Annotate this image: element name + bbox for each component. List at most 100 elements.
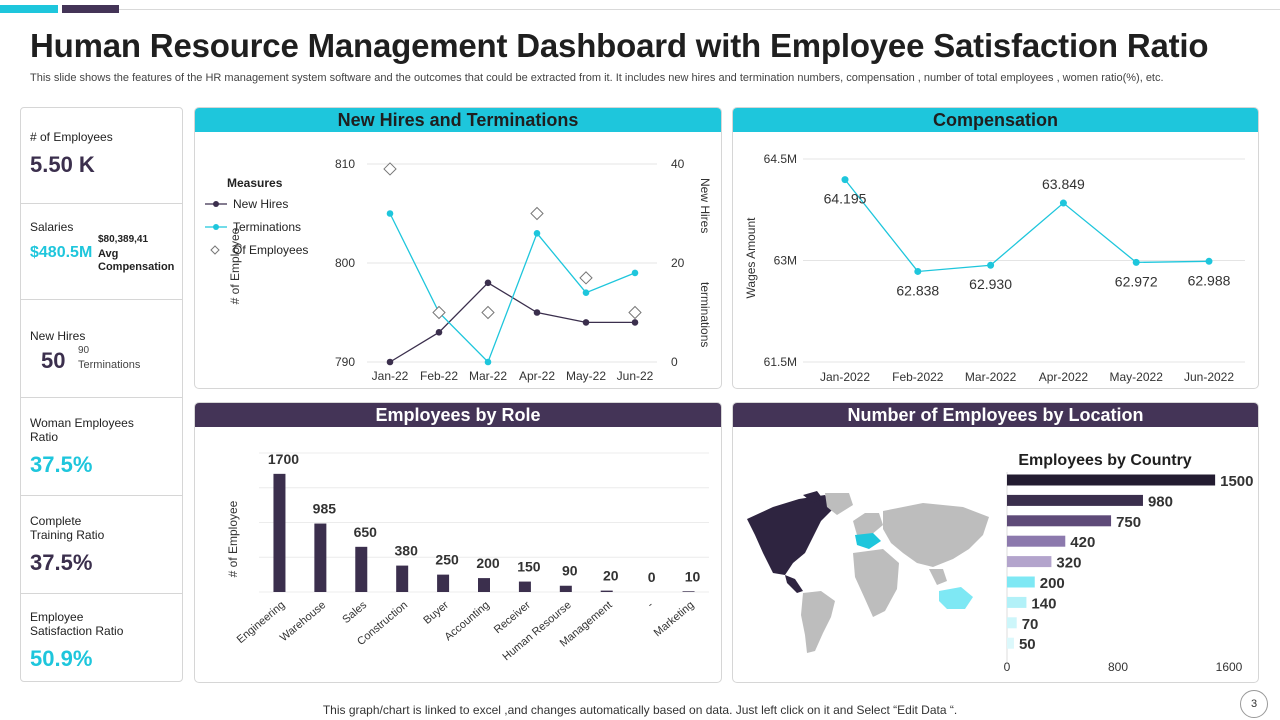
series-point-new-hires (631, 319, 639, 326)
map-europe (853, 513, 883, 535)
country-data-label: 420 (1070, 534, 1095, 551)
comp-y-axis-label: Wages Amount (744, 217, 758, 299)
map-africa (853, 549, 899, 617)
role-data-label: 250 (435, 552, 459, 568)
map-south-america (801, 591, 835, 653)
series-point-terminations (533, 230, 541, 237)
comp-x-tick: Feb-2022 (892, 370, 944, 384)
kpi-salaries-avg-label: Avg Compensation (98, 248, 175, 273)
series-point-terminations (631, 269, 639, 277)
role-bar (600, 590, 613, 592)
kpi-salaries-value: $480.5M (30, 244, 93, 261)
comp-data-label: 62.988 (1188, 272, 1231, 288)
kpi-employees-label: # of Employees (30, 130, 113, 144)
accent-bar-purple (62, 5, 119, 13)
role-x-tick: Marketing (652, 599, 697, 639)
page-subtitle: This slide shows the features of the HR … (30, 72, 1164, 84)
kpi-woman-ratio-label: Woman Employees Ratio (30, 416, 134, 444)
role-data-label: 20 (603, 568, 619, 584)
map-west-europe (855, 533, 881, 549)
kpi-terminations-label: Terminations (78, 359, 141, 371)
comp-data-label: 62.930 (969, 276, 1012, 292)
comp-point (914, 267, 922, 275)
hires-x-tick: Jun-22 (617, 369, 654, 383)
hires-left-tick: 790 (335, 355, 355, 369)
employees-diamond-marker (530, 206, 544, 221)
role-data-label: 380 (395, 543, 419, 559)
kpi-employees: # of Employees 5.50 K (21, 108, 182, 204)
series-point-terminations (484, 358, 492, 366)
kpi-salaries: Salaries $480.5M $80,389,41 Avg Compensa… (21, 204, 182, 300)
role-bar (437, 574, 450, 592)
comp-x-tick: Apr-2022 (1039, 370, 1089, 384)
comp-point (1205, 257, 1213, 265)
role-x-tick: Engineering (235, 599, 288, 646)
role-x-tick: Sales (340, 599, 369, 626)
series-point-new-hires (435, 329, 443, 336)
role-bar (314, 523, 327, 592)
comp-y-tick: 63M (774, 254, 797, 268)
legend-entry: Terminations (233, 220, 301, 234)
employees-by-location-chart: Employees by Country 1500 980 750 420 320 200… (747, 452, 1254, 674)
kpi-salaries-label: Salaries (30, 220, 74, 234)
role-bar (682, 591, 695, 592)
country-data-label: 750 (1116, 514, 1141, 531)
country-bar (1007, 556, 1052, 568)
country-bar (1007, 535, 1066, 547)
role-bar (559, 585, 572, 592)
comp-line (844, 179, 1210, 273)
role-x-tick: Buyer (421, 599, 451, 627)
kpi-terminations-value: 90 (78, 345, 90, 356)
country-bar (1007, 637, 1014, 649)
comp-point (1059, 199, 1067, 207)
kpi-training-ratio-value: 37.5% (30, 550, 93, 575)
accent-bar-cyan (0, 5, 58, 13)
legend-marker (210, 245, 220, 255)
compensation-chart: 61.5M 63M 64.5M Wages Amount Jan-2022 Feb-202… (744, 152, 1245, 384)
hires-x-tick: Mar-22 (469, 369, 507, 383)
role-data-label: 650 (354, 524, 378, 540)
kpi-woman-ratio-value: 37.5% (30, 452, 93, 477)
page-number: 3 (1240, 690, 1268, 718)
panel-hires-terminations: New Hires and Terminations Measures # of… (194, 107, 722, 389)
comp-point (987, 261, 995, 269)
employees-diamond-marker (579, 271, 593, 285)
country-data-label: 140 (1031, 595, 1056, 612)
role-bar (273, 473, 286, 592)
role-y-axis-label: # of Employee (226, 500, 240, 577)
country-data-label: 980 (1148, 493, 1173, 510)
role-bar (355, 546, 368, 592)
role-data-label: 1700 (268, 451, 299, 467)
hires-right-axis-label-top: New Hires (698, 178, 712, 233)
panel-hires-title: New Hires and Terminations (195, 108, 721, 132)
comp-data-label: 62.972 (1115, 273, 1158, 289)
top-divider (119, 9, 1280, 10)
kpi-new-hires-value: 50 (41, 348, 66, 373)
kpi-satisfaction-ratio-label: Employee Satisfaction Ratio (30, 610, 124, 638)
comp-data-label: 63.849 (1042, 176, 1085, 192)
country-data-label: 320 (1056, 555, 1081, 572)
map-southeast-asia (929, 569, 947, 585)
series-point-new-hires (484, 279, 492, 287)
comp-x-tick: Mar-2022 (965, 370, 1017, 384)
kpi-column: # of Employees 5.50 K Salaries $480.5M $… (20, 107, 183, 682)
hires-terminations-chart: Measures # of Employee 790 800 810 0 20 40 New… (205, 157, 712, 383)
role-data-label: 200 (476, 555, 500, 571)
panel-role-title: Employees by Role (195, 403, 721, 427)
role-bar (478, 578, 490, 592)
map-greenland (825, 493, 853, 515)
series-point-new-hires (582, 319, 590, 326)
country-bar (1007, 474, 1216, 486)
legend-title: Measures (227, 176, 283, 190)
legend-marker (213, 201, 219, 207)
series-point-new-hires (386, 358, 394, 366)
legend-entry: Of Employees (233, 243, 308, 257)
country-data-label: 50 (1019, 636, 1036, 653)
footer-note: This graph/chart is linked to excel ,and… (322, 703, 958, 717)
role-bar (518, 581, 531, 592)
hires-right-tick: 40 (671, 157, 685, 171)
role-data-label: 985 (313, 501, 337, 517)
map-north-america (747, 495, 833, 575)
country-bar (1007, 617, 1017, 629)
panel-employees-by-location: Number of Employees by Location Employee… (732, 402, 1259, 683)
